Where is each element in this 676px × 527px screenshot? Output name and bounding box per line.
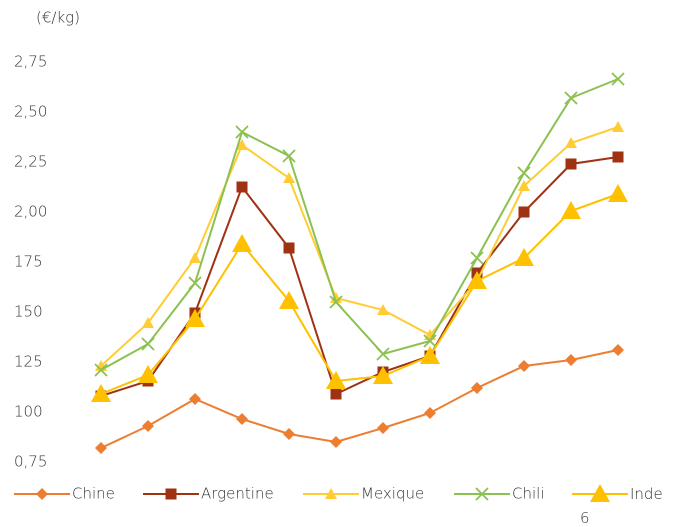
legend-label: Inde 6 mois) [580,485,667,527]
y-tick-label: 100 [14,403,43,421]
marker [165,488,177,500]
marker [235,125,249,139]
marker [561,201,581,219]
legend-label: Mexique [361,485,424,503]
marker [612,151,624,163]
marker [236,181,248,193]
y-tick-label: 0,75 [14,453,47,471]
marker [141,337,155,351]
series-line [100,126,619,367]
series-line [100,193,619,395]
marker [424,407,436,419]
marker [283,428,295,440]
marker [283,242,295,254]
legend-label: Argentine [201,485,274,503]
y-tick-label: 175 [14,253,43,271]
marker [142,317,154,328]
marker [470,251,484,265]
marker [94,363,108,377]
y-tick-label: 125 [14,353,43,371]
series-line [100,156,619,397]
marker [518,360,530,372]
marker [232,234,252,252]
marker [330,388,342,400]
marker [590,484,610,502]
marker [518,206,530,218]
marker [91,384,111,402]
marker [517,166,531,180]
marker [514,248,534,266]
marker [282,149,296,163]
marker [279,291,299,309]
marker [138,365,158,383]
marker [377,422,389,434]
marker [325,488,337,499]
marker [326,371,346,389]
marker [564,91,578,105]
marker [467,271,487,289]
marker [612,344,624,356]
marker [471,382,483,394]
series-line [100,349,619,449]
y-tick-label: 2,00 [14,203,47,221]
series-line [100,78,619,371]
marker [565,137,577,148]
marker [373,366,393,384]
marker [611,72,625,86]
legend-label: Chine [72,485,115,503]
marker [189,393,201,405]
y-tick-label: 2,25 [14,153,47,171]
marker [377,304,389,315]
marker [420,346,440,364]
marker [565,354,577,366]
marker [565,158,577,170]
marker [423,334,437,348]
marker [185,309,205,327]
y-tick-label: 2,50 [14,103,47,121]
marker [142,420,154,432]
marker [329,295,343,309]
legend-label: Chili [512,485,544,503]
marker [188,276,202,290]
marker [475,487,489,501]
marker [36,488,48,500]
marker [612,121,624,132]
marker [189,252,201,263]
marker [236,139,248,150]
marker [330,436,342,448]
marker [376,347,390,361]
y-tick-label: 150 [14,303,43,321]
marker [236,413,248,425]
y-axis-label: (€/kg) [36,9,80,27]
y-tick-label: 2,75 [14,53,47,71]
marker [283,172,295,183]
marker [518,180,530,191]
marker [608,184,628,202]
marker [95,442,107,454]
